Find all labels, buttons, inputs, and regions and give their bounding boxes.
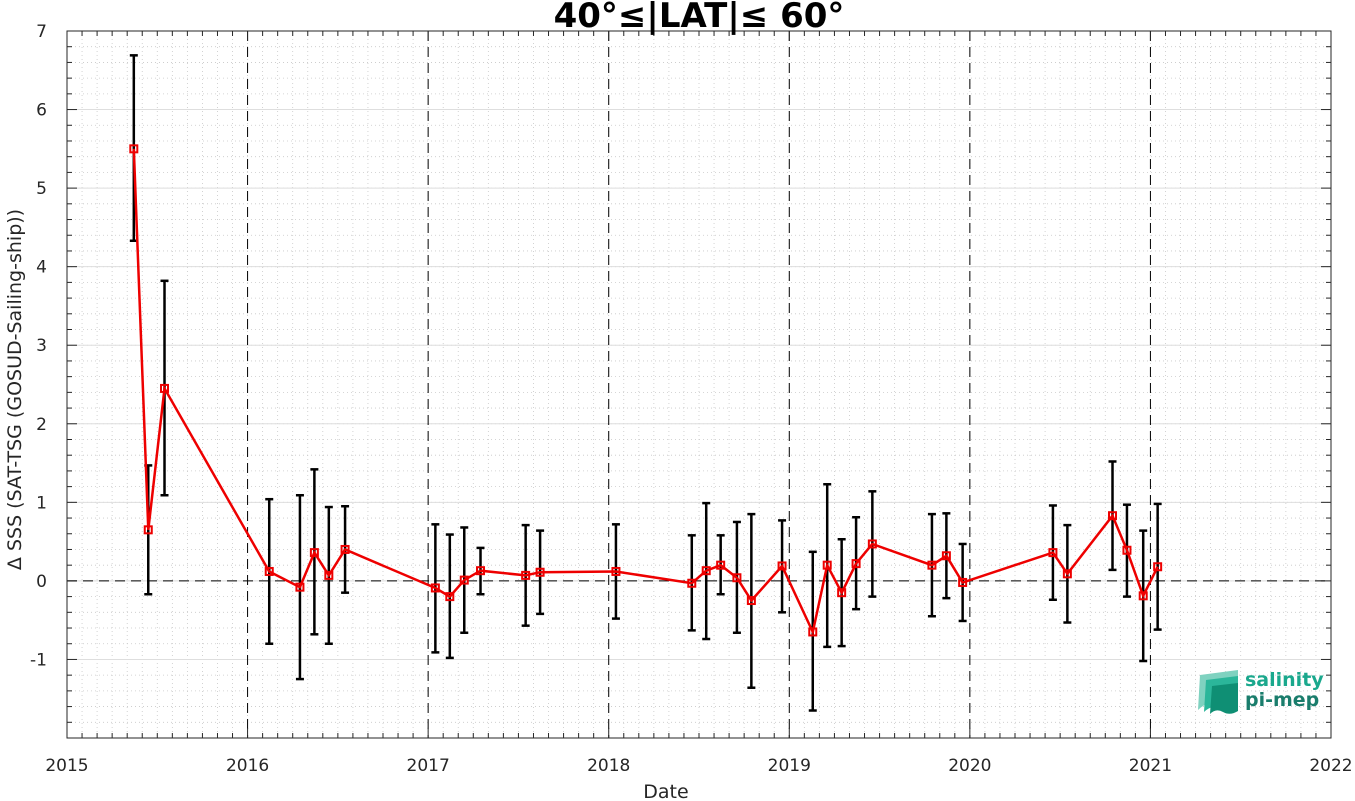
data-point xyxy=(1048,548,1058,558)
data-point xyxy=(687,578,697,588)
data-point xyxy=(1122,545,1132,555)
x-tick-label: 2016 xyxy=(226,756,269,776)
data-point xyxy=(777,561,787,571)
data-point xyxy=(160,383,170,393)
axes-box xyxy=(66,30,1332,739)
wave-logo-icon xyxy=(1198,670,1238,714)
data-point xyxy=(264,566,274,576)
data-point xyxy=(324,570,334,580)
data-point xyxy=(535,567,545,577)
chart-title: 40°≤|LAT|≤ 60° xyxy=(554,0,845,36)
data-point xyxy=(1153,562,1163,572)
x-tick-label: 2022 xyxy=(1309,756,1352,776)
series-line xyxy=(132,148,1159,636)
y-tick-label: 1 xyxy=(36,493,47,513)
y-tick-label: 5 xyxy=(36,179,47,199)
data-point xyxy=(129,144,139,154)
tick-labels: -1 0 1 2 3 4 5 6 7 2015 2016 2017 2018 2019 2020 2021 20… xyxy=(30,22,1353,776)
data-point xyxy=(851,559,861,569)
data-point xyxy=(1108,511,1118,521)
y-tick-label: 2 xyxy=(36,415,47,435)
data-point xyxy=(958,577,968,587)
data-point xyxy=(459,575,469,585)
y-tick-label: 0 xyxy=(36,572,47,592)
x-tick-label: 2021 xyxy=(1129,756,1172,776)
y-tick-label: 4 xyxy=(36,258,47,278)
x-tick-label: 2017 xyxy=(407,756,450,776)
x-axis-title: Date xyxy=(643,781,688,801)
x-tick-label: 2018 xyxy=(587,756,630,776)
data-point xyxy=(295,582,305,592)
data-point xyxy=(309,548,319,558)
data-point xyxy=(521,570,531,580)
y-tick-label: 6 xyxy=(36,101,47,121)
data-point xyxy=(867,539,877,549)
data-point xyxy=(611,566,621,576)
y-tick-label: -1 xyxy=(30,650,47,670)
data-point xyxy=(143,525,153,535)
data-point xyxy=(927,560,937,570)
data-point xyxy=(1062,569,1072,579)
data-point xyxy=(716,560,726,570)
salinity-pimep-logo: salinity pi-mep xyxy=(1198,669,1324,714)
data-point xyxy=(732,573,742,583)
data-point xyxy=(701,566,711,576)
data-point xyxy=(445,592,455,602)
data-point xyxy=(941,551,951,561)
logo-text-pimep: pi-mep xyxy=(1245,689,1319,711)
data-point xyxy=(476,566,486,576)
series xyxy=(129,144,1163,637)
error-bars xyxy=(129,54,1162,712)
data-point xyxy=(822,560,832,570)
x-tick-label: 2019 xyxy=(768,756,811,776)
y-tick-label: 7 xyxy=(36,22,47,42)
x-tick-label: 2020 xyxy=(948,756,991,776)
data-point xyxy=(430,583,440,593)
x-tick-label: 2015 xyxy=(45,756,88,776)
grid xyxy=(66,30,1332,739)
logo-text-salinity: salinity xyxy=(1245,669,1324,691)
y-tick-label: 3 xyxy=(36,336,47,356)
data-point xyxy=(837,588,847,598)
data-point xyxy=(340,544,350,554)
data-point xyxy=(808,627,818,637)
data-point xyxy=(746,596,756,606)
y-axis-title: Δ SSS (SAT-TSG (GOSUD-Sailing-ship)) xyxy=(4,209,26,570)
data-point xyxy=(1138,591,1148,601)
